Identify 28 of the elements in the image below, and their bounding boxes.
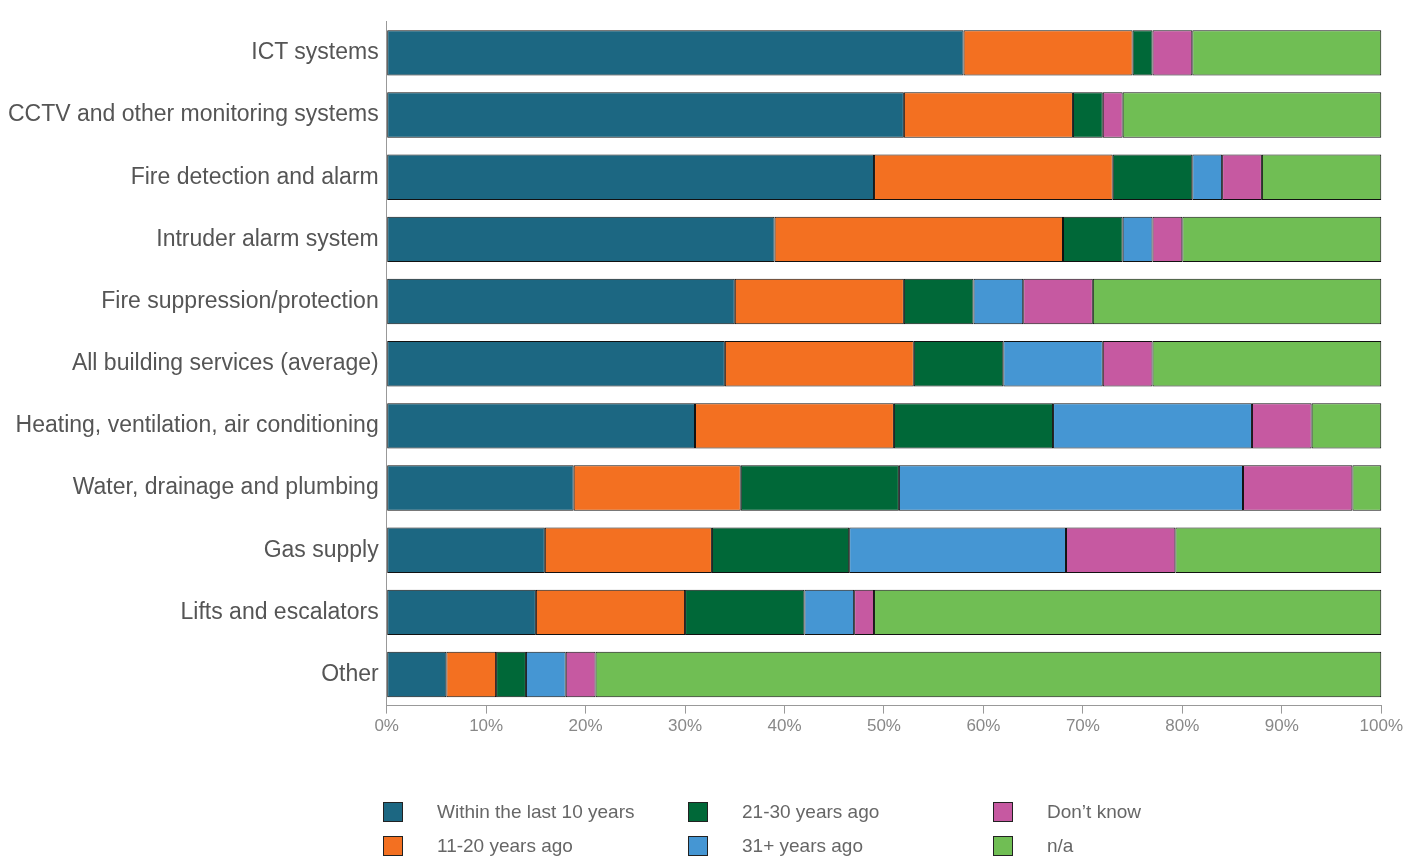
x-tick-label: 10% bbox=[469, 716, 504, 736]
legend-label: 21-30 years ago bbox=[742, 801, 880, 823]
x-tick-label: 80% bbox=[1165, 716, 1200, 736]
y-tick-label: Gas supply bbox=[263, 535, 380, 562]
y-tick-label: ICT systems bbox=[251, 38, 379, 65]
legend-label: Don’t know bbox=[1047, 801, 1141, 823]
y-tick-label: Other bbox=[321, 659, 380, 686]
y-tick-label: Fire detection and alarm bbox=[130, 162, 379, 189]
y-tick-label: Lifts and escalators bbox=[180, 597, 379, 624]
legend-label: n/a bbox=[1047, 835, 1074, 857]
x-tick-label: 40% bbox=[767, 716, 802, 736]
y-tick-label: CCTV and other monitoring systems bbox=[7, 100, 379, 127]
y-tick-label: Intruder alarm system bbox=[156, 224, 379, 251]
x-tick-label: 50% bbox=[866, 716, 901, 736]
x-tick-label: 100% bbox=[1359, 716, 1403, 736]
x-tick-label: 70% bbox=[1065, 716, 1100, 736]
legend-label: 11-20 years ago bbox=[437, 835, 573, 857]
y-tick-label: Heating, ventilation, air conditioning bbox=[15, 411, 379, 438]
x-tick-label: 60% bbox=[966, 716, 1001, 736]
x-tick-label: 0% bbox=[374, 716, 399, 736]
y-tick-label: All building services (average) bbox=[71, 349, 379, 376]
legend-label: Within the last 10 years bbox=[437, 801, 635, 823]
legend-label: 31+ years ago bbox=[742, 835, 863, 857]
y-tick-label: Fire suppression/protection bbox=[101, 286, 379, 313]
x-tick-label: 20% bbox=[568, 716, 603, 736]
y-tick-label: Water, drainage and plumbing bbox=[72, 473, 379, 500]
x-tick-label: 30% bbox=[668, 716, 703, 736]
x-tick-label: 90% bbox=[1264, 716, 1299, 736]
